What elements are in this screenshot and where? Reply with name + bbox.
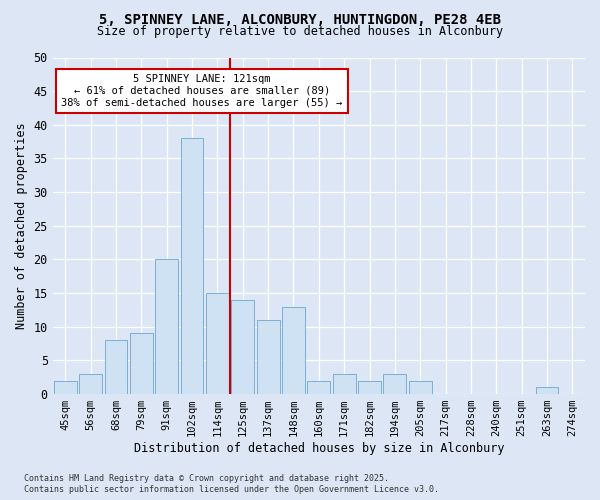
- Bar: [232, 300, 254, 394]
- Text: 5, SPINNEY LANE, ALCONBURY, HUNTINGDON, PE28 4EB: 5, SPINNEY LANE, ALCONBURY, HUNTINGDON, …: [99, 12, 501, 26]
- Bar: [181, 138, 203, 394]
- Bar: [206, 293, 229, 394]
- Bar: [130, 334, 153, 394]
- X-axis label: Distribution of detached houses by size in Alconbury: Distribution of detached houses by size …: [134, 442, 504, 455]
- Text: Size of property relative to detached houses in Alconbury: Size of property relative to detached ho…: [97, 25, 503, 38]
- Bar: [282, 306, 305, 394]
- Bar: [155, 260, 178, 394]
- Bar: [358, 380, 381, 394]
- Bar: [257, 320, 280, 394]
- Bar: [536, 388, 559, 394]
- Bar: [79, 374, 102, 394]
- Bar: [409, 380, 431, 394]
- Bar: [333, 374, 356, 394]
- Bar: [54, 380, 77, 394]
- Text: Contains HM Land Registry data © Crown copyright and database right 2025.
Contai: Contains HM Land Registry data © Crown c…: [24, 474, 439, 494]
- Bar: [104, 340, 127, 394]
- Bar: [307, 380, 330, 394]
- Text: 5 SPINNEY LANE: 121sqm
← 61% of detached houses are smaller (89)
38% of semi-det: 5 SPINNEY LANE: 121sqm ← 61% of detached…: [61, 74, 343, 108]
- Y-axis label: Number of detached properties: Number of detached properties: [15, 122, 28, 329]
- Bar: [383, 374, 406, 394]
